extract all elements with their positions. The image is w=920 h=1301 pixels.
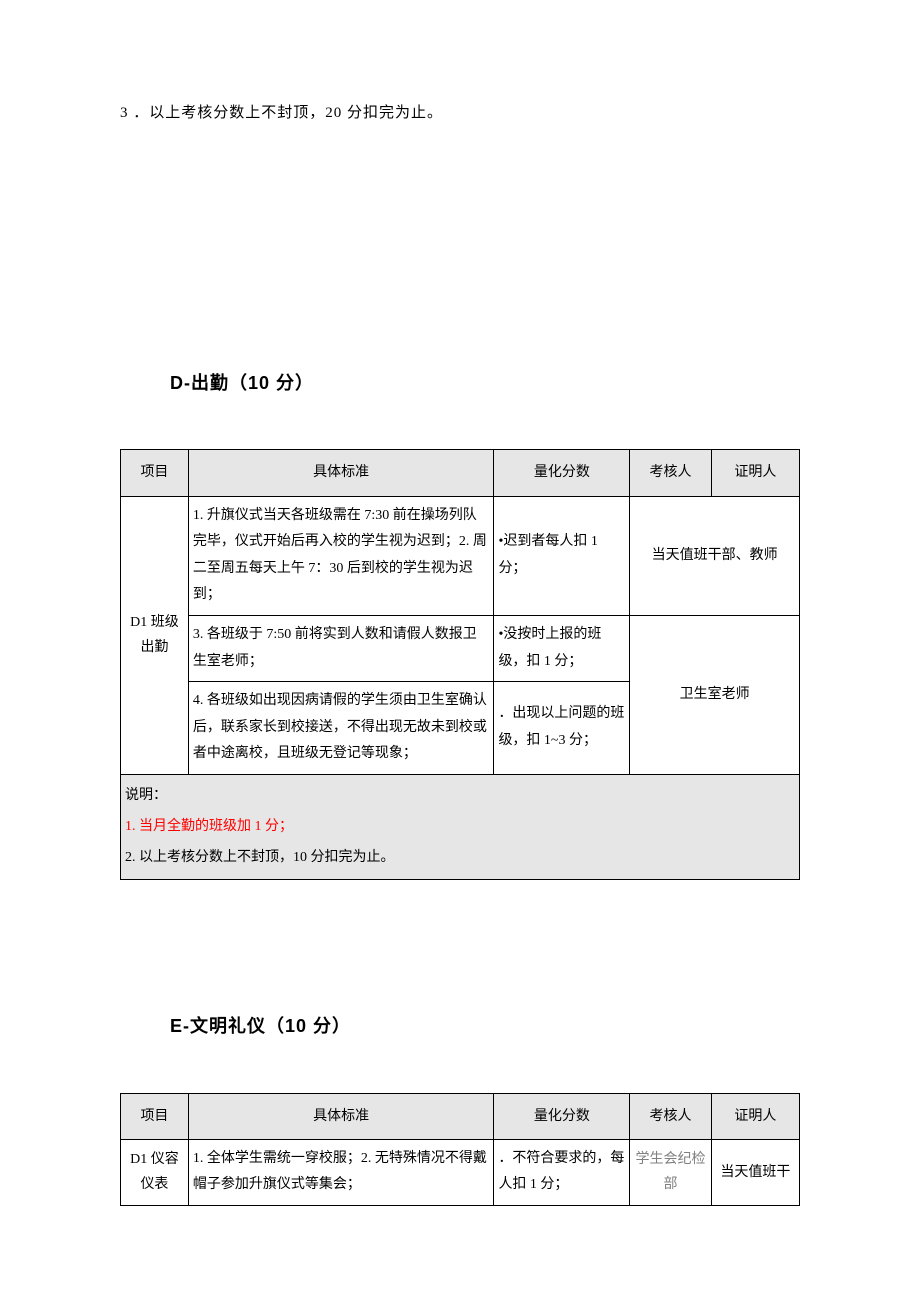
header-col4: 考核人	[630, 450, 711, 496]
footnote-line3: 2. 以上考核分数上不封顶，10 分扣完为止。	[125, 843, 795, 874]
table-row: D1 班级出勤 1. 升旗仪式当天各班级需在 7:30 前在操场列队完毕，仪式开…	[121, 496, 800, 615]
section-d-title: D-出勤（10 分）	[170, 367, 800, 399]
score-cell: ．不符合要求的，每人扣 1 分；	[494, 1139, 630, 1205]
criteria-cell: 1. 升旗仪式当天各班级需在 7:30 前在操场列队完毕，仪式开始后再入校的学生…	[188, 496, 494, 615]
table-header-row: 项目 具体标准 量化分数 考核人 证明人	[121, 450, 800, 496]
footnote-line1: 说明：	[125, 781, 795, 812]
footnote-cell: 说明： 1. 当月全勤的班级加 1 分； 2. 以上考核分数上不封顶，10 分扣…	[121, 774, 800, 879]
criteria-cell: 3. 各班级于 7:50 前将实到人数和请假人数报卫生室老师；	[188, 615, 494, 681]
section-d-table: 项目 具体标准 量化分数 考核人 证明人 D1 班级出勤 1. 升旗仪式当天各班…	[120, 449, 800, 880]
header-col1: 项目	[121, 450, 189, 496]
row-label-e1: D1 仪容仪表	[121, 1139, 189, 1205]
top-note: 3 ．以上考核分数上不封顶，20 分扣完为止。	[120, 100, 800, 127]
section-e-table: 项目 具体标准 量化分数 考核人 证明人 D1 仪容仪表 1. 全体学生需统一穿…	[120, 1093, 800, 1206]
row-label-d1: D1 班级出勤	[121, 496, 189, 774]
table-header-row: 项目 具体标准 量化分数 考核人 证明人	[121, 1093, 800, 1139]
score-cell: •迟到者每人扣 1 分；	[494, 496, 630, 615]
header-col5: 证明人	[711, 450, 799, 496]
section-e-title: E-文明礼仪（10 分）	[170, 1010, 800, 1042]
table-row: 3. 各班级于 7:50 前将实到人数和请假人数报卫生室老师； •没按时上报的班…	[121, 615, 800, 681]
header-col2: 具体标准	[188, 450, 494, 496]
header-col2: 具体标准	[188, 1093, 494, 1139]
person-cell: 当天值班干部、教师	[630, 496, 800, 615]
table-row: D1 仪容仪表 1. 全体学生需统一穿校服；2. 无特殊情况不得戴帽子参加升旗仪…	[121, 1139, 800, 1205]
criteria-cell: 1. 全体学生需统一穿校服；2. 无特殊情况不得戴帽子参加升旗仪式等集会；	[188, 1139, 494, 1205]
header-col5: 证明人	[711, 1093, 799, 1139]
header-col4: 考核人	[630, 1093, 711, 1139]
section-spacer	[120, 890, 800, 1010]
person-cell: 卫生室老师	[630, 615, 800, 774]
score-cell: •没按时上报的班级，扣 1 分；	[494, 615, 630, 681]
footnote-line2: 1. 当月全勤的班级加 1 分；	[125, 812, 795, 843]
header-col3: 量化分数	[494, 450, 630, 496]
score-cell: ．出现以上问题的班级，扣 1~3 分；	[494, 682, 630, 775]
person-b-cell: 当天值班干	[711, 1139, 799, 1205]
criteria-cell: 4. 各班级如出现因病请假的学生须由卫生室确认后，联系家长到校接送，不得出现无故…	[188, 682, 494, 775]
footnote-row: 说明： 1. 当月全勤的班级加 1 分； 2. 以上考核分数上不封顶，10 分扣…	[121, 774, 800, 879]
person-a-cell: 学生会纪检部	[630, 1139, 711, 1205]
header-col3: 量化分数	[494, 1093, 630, 1139]
header-col1: 项目	[121, 1093, 189, 1139]
